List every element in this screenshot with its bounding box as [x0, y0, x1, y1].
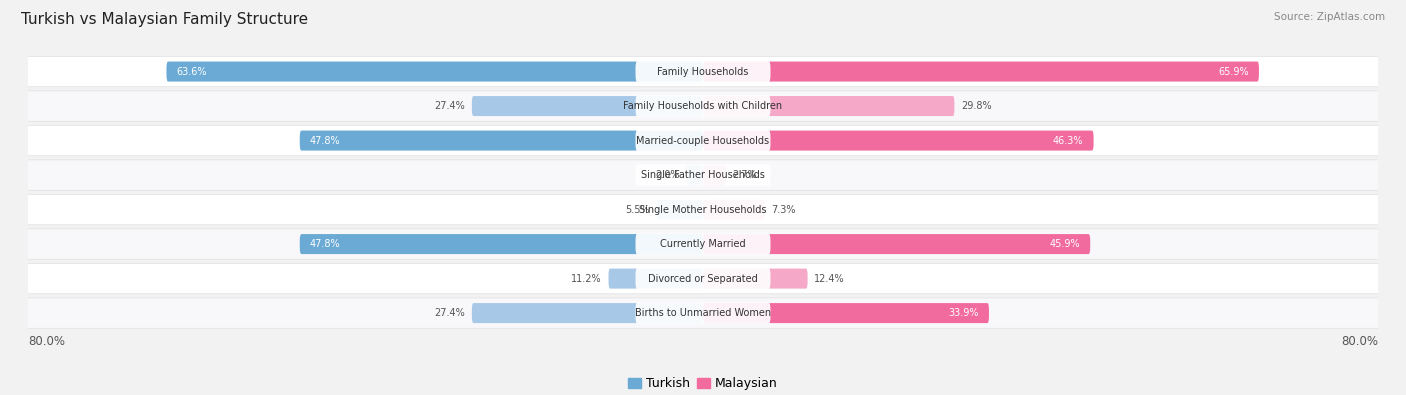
FancyBboxPatch shape: [636, 303, 770, 324]
FancyBboxPatch shape: [636, 95, 770, 117]
FancyBboxPatch shape: [703, 96, 955, 116]
Text: 65.9%: 65.9%: [1218, 66, 1249, 77]
FancyBboxPatch shape: [686, 165, 703, 185]
FancyBboxPatch shape: [299, 131, 703, 150]
FancyBboxPatch shape: [703, 131, 1094, 150]
FancyBboxPatch shape: [299, 234, 703, 254]
Legend: Turkish, Malaysian: Turkish, Malaysian: [623, 372, 783, 395]
Text: Married-couple Households: Married-couple Households: [637, 135, 769, 146]
Text: 5.5%: 5.5%: [626, 205, 650, 214]
Text: 80.0%: 80.0%: [1341, 335, 1378, 348]
FancyBboxPatch shape: [24, 298, 1382, 328]
FancyBboxPatch shape: [703, 62, 1258, 81]
Text: 7.3%: 7.3%: [772, 205, 796, 214]
FancyBboxPatch shape: [636, 268, 770, 289]
Text: 33.9%: 33.9%: [949, 308, 979, 318]
Text: Single Father Households: Single Father Households: [641, 170, 765, 180]
Text: Currently Married: Currently Married: [661, 239, 745, 249]
Text: 2.0%: 2.0%: [655, 170, 679, 180]
FancyBboxPatch shape: [24, 91, 1382, 121]
Text: Family Households: Family Households: [658, 66, 748, 77]
Text: Single Mother Households: Single Mother Households: [640, 205, 766, 214]
FancyBboxPatch shape: [24, 229, 1382, 259]
FancyBboxPatch shape: [657, 199, 703, 220]
Text: Turkish vs Malaysian Family Structure: Turkish vs Malaysian Family Structure: [21, 12, 308, 27]
FancyBboxPatch shape: [24, 160, 1382, 190]
Text: Family Households with Children: Family Households with Children: [623, 101, 783, 111]
FancyBboxPatch shape: [636, 164, 770, 186]
Text: 11.2%: 11.2%: [571, 274, 602, 284]
FancyBboxPatch shape: [703, 303, 988, 323]
FancyBboxPatch shape: [703, 269, 807, 289]
Text: 12.4%: 12.4%: [814, 274, 845, 284]
Text: 45.9%: 45.9%: [1049, 239, 1080, 249]
FancyBboxPatch shape: [703, 234, 1090, 254]
Text: 2.7%: 2.7%: [733, 170, 758, 180]
FancyBboxPatch shape: [24, 194, 1382, 225]
Text: 47.8%: 47.8%: [309, 239, 340, 249]
FancyBboxPatch shape: [703, 165, 725, 185]
FancyBboxPatch shape: [703, 199, 765, 220]
FancyBboxPatch shape: [609, 269, 703, 289]
Text: 80.0%: 80.0%: [28, 335, 65, 348]
Text: 63.6%: 63.6%: [177, 66, 207, 77]
FancyBboxPatch shape: [636, 199, 770, 220]
Text: Births to Unmarried Women: Births to Unmarried Women: [636, 308, 770, 318]
Text: 47.8%: 47.8%: [309, 135, 340, 146]
Text: Source: ZipAtlas.com: Source: ZipAtlas.com: [1274, 12, 1385, 22]
Text: 27.4%: 27.4%: [434, 101, 465, 111]
FancyBboxPatch shape: [472, 96, 703, 116]
Text: 46.3%: 46.3%: [1053, 135, 1084, 146]
FancyBboxPatch shape: [166, 62, 703, 81]
FancyBboxPatch shape: [636, 61, 770, 82]
FancyBboxPatch shape: [24, 125, 1382, 156]
Text: Divorced or Separated: Divorced or Separated: [648, 274, 758, 284]
Text: 27.4%: 27.4%: [434, 308, 465, 318]
Text: 29.8%: 29.8%: [962, 101, 991, 111]
FancyBboxPatch shape: [472, 303, 703, 323]
FancyBboxPatch shape: [24, 56, 1382, 87]
FancyBboxPatch shape: [636, 130, 770, 151]
FancyBboxPatch shape: [636, 233, 770, 255]
FancyBboxPatch shape: [24, 263, 1382, 294]
